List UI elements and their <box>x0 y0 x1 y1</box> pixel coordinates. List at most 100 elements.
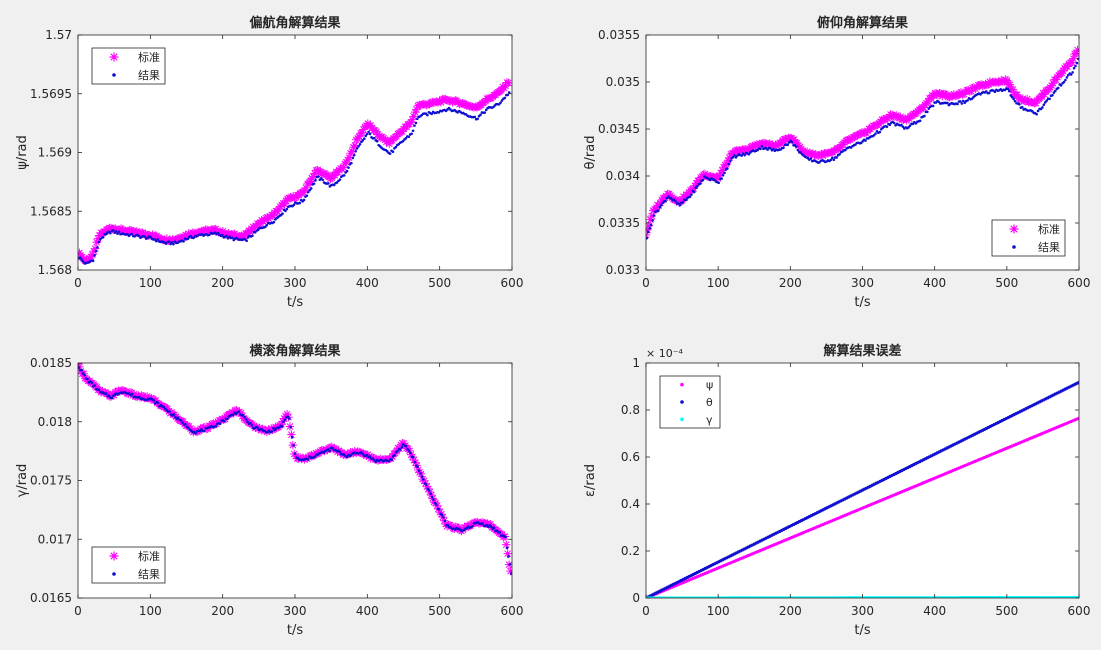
data-point <box>243 415 246 419</box>
y-tick-label: 0.033 <box>606 263 640 277</box>
data-point <box>1069 73 1073 76</box>
data-point <box>156 401 160 405</box>
data-point <box>864 139 867 142</box>
data-point <box>408 115 417 124</box>
data-point <box>208 233 211 237</box>
y-axis-label: ψ/rad <box>15 135 30 170</box>
data-point <box>1048 79 1058 88</box>
y-tick-label: 0.034 <box>606 169 640 183</box>
data-point <box>426 113 429 117</box>
data-point <box>1043 101 1047 104</box>
data-point <box>413 124 416 127</box>
data-point <box>345 169 349 173</box>
data-point <box>251 234 254 238</box>
x-tick-label: 500 <box>995 276 1018 290</box>
data-point <box>727 162 731 166</box>
data-point <box>230 229 239 239</box>
data-point <box>718 166 727 175</box>
data-point <box>1020 105 1024 109</box>
data-point <box>1059 84 1063 87</box>
data-point <box>96 246 99 249</box>
data-point <box>118 386 127 395</box>
data-point <box>342 158 351 167</box>
data-point <box>137 234 141 238</box>
legend-marker <box>112 73 116 77</box>
data-point <box>375 139 379 143</box>
series-2-2 <box>646 57 1079 240</box>
data-point <box>1041 106 1044 109</box>
data-point <box>244 418 248 421</box>
data-point <box>93 254 96 257</box>
data-point <box>1051 93 1054 97</box>
data-point <box>400 445 404 449</box>
data-point <box>1008 85 1018 94</box>
data-point <box>338 450 342 454</box>
data-point <box>1071 71 1074 74</box>
data-point <box>358 142 362 146</box>
data-point <box>214 424 218 428</box>
data-point <box>656 198 665 208</box>
data-point <box>226 417 229 421</box>
data-point <box>425 487 435 497</box>
data-point <box>78 248 84 258</box>
y-tick-label: 1.569 <box>38 146 72 160</box>
data-point <box>268 211 278 221</box>
data-point <box>674 199 677 203</box>
data-point <box>154 239 158 243</box>
data-point <box>504 535 507 539</box>
data-point <box>984 80 993 89</box>
data-point <box>111 387 120 397</box>
data-point <box>451 96 460 105</box>
data-point <box>331 446 334 450</box>
data-point <box>923 97 933 106</box>
data-point <box>245 239 248 243</box>
data-point <box>664 199 667 203</box>
data-point <box>310 169 319 178</box>
series-1-2 <box>78 91 511 265</box>
data-point <box>231 413 235 417</box>
data-point <box>410 107 420 117</box>
data-point <box>661 191 671 201</box>
plot-marks <box>646 45 1079 240</box>
legend-label: γ <box>706 413 713 426</box>
data-point <box>646 225 652 235</box>
data-point <box>419 472 422 475</box>
data-point <box>838 152 841 156</box>
y-tick-label: 0.017 <box>38 532 72 546</box>
data-point <box>502 540 511 549</box>
data-point <box>652 214 656 217</box>
data-point <box>350 141 360 150</box>
data-point <box>186 237 190 241</box>
data-point <box>740 154 744 157</box>
data-point <box>176 416 180 420</box>
data-point <box>698 182 702 186</box>
data-point <box>343 155 352 165</box>
data-point <box>225 231 235 240</box>
data-point <box>1018 102 1021 106</box>
x-tick-label: 300 <box>284 604 307 618</box>
data-point <box>429 492 432 495</box>
data-point <box>657 209 660 212</box>
data-point <box>89 246 98 256</box>
y-tick-label: 1.57 <box>45 28 72 42</box>
x-axis-label: t/s <box>854 295 870 310</box>
data-point <box>908 124 912 127</box>
data-point <box>427 490 436 500</box>
data-point <box>254 219 263 228</box>
data-point <box>347 147 357 156</box>
data-point <box>759 147 762 151</box>
data-point <box>809 157 813 160</box>
legend-label: ψ <box>706 379 713 392</box>
data-point <box>223 229 232 239</box>
x-tick-label: 500 <box>995 604 1018 618</box>
legend-marker <box>1009 224 1019 234</box>
data-point <box>1072 66 1076 70</box>
data-point <box>764 139 773 149</box>
data-point <box>769 147 772 150</box>
data-point <box>97 388 101 392</box>
data-point <box>394 145 398 149</box>
data-point <box>409 451 412 455</box>
data-point <box>734 156 738 159</box>
data-point <box>117 230 121 234</box>
data-point <box>695 185 699 188</box>
